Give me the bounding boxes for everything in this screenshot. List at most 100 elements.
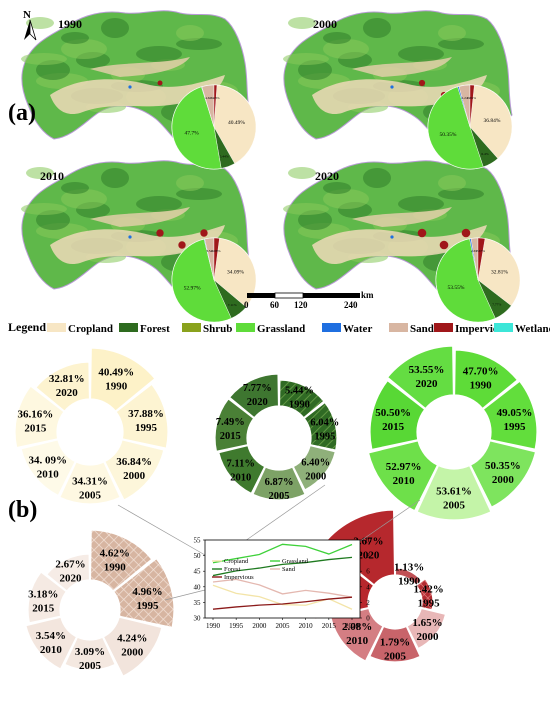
donut-year-label: 2000 (121, 647, 144, 659)
pie-label-sand: 2.67% (471, 249, 480, 253)
donut-value-label: 5.44% (285, 386, 314, 397)
y-left-tick-label: 55 (194, 537, 202, 545)
connector-line (117, 504, 206, 556)
donut-segment-1995 (303, 401, 338, 451)
donut-segment-2020 (35, 361, 91, 412)
y-right-tick-label: 10 (365, 537, 373, 545)
scale-bar: 0 60 120 240 km (244, 290, 374, 310)
donut-segment-2010 (218, 444, 266, 495)
legend-swatch-impervious (434, 323, 453, 332)
legend-text-impervious: Impervious (224, 574, 254, 581)
connector-line (164, 589, 206, 601)
donut-segment-2010 (330, 607, 384, 662)
donut-value-label: 36.16% (18, 409, 54, 421)
donut-year-label: 1990 (398, 576, 421, 588)
legend-text-sand: Sand (282, 566, 296, 573)
north-arrow-icon: N (23, 9, 37, 41)
pie-slice-grassland (435, 238, 496, 323)
pie-label-forest: 7.11% (228, 303, 237, 307)
legend: Legend Cropland Forest Shrub Grassland Water… (8, 320, 550, 335)
donut-year-label: 1995 (137, 600, 160, 612)
donut-year-label: 2020 (415, 378, 438, 390)
legend-swatch-shrub (182, 323, 201, 332)
pie-label-grassland: 47.7% (184, 130, 199, 136)
donut-segment-2000 (406, 607, 447, 650)
map-patch (438, 38, 484, 50)
y-right-tick-label: 4 (366, 583, 370, 591)
donut-segment-2005 (63, 636, 117, 671)
map-cropland-zone (50, 225, 225, 265)
map-urban-area (461, 228, 471, 238)
donut-segment-1990 (89, 529, 153, 592)
map-patch (298, 60, 332, 80)
map-year-2020: 2020 (315, 169, 339, 183)
donut-value-label: 7.49% (216, 417, 245, 428)
map-patch (438, 25, 466, 41)
donut-segment-2000 (102, 616, 163, 677)
map-patch (26, 17, 54, 29)
legend-swatch-forest (119, 323, 138, 332)
legend-label-water: Water (343, 323, 372, 335)
donut-year-label: 2020 (59, 572, 82, 584)
legend-label-cropland: Cropland (68, 323, 113, 335)
map-water-body (390, 85, 394, 89)
panel-a-label: (a) (8, 100, 36, 126)
donut-year-label: 1990 (289, 400, 310, 411)
legend-swatch-sand (389, 323, 408, 332)
pie-label-impervious: 2.67% (476, 249, 485, 253)
map-patch (136, 46, 182, 62)
donut-value-label: 53.55% (409, 364, 445, 376)
donut-value-label: 34. 09% (29, 455, 68, 467)
donut-value-label: 34.31% (72, 476, 108, 488)
map-urban-area (439, 240, 449, 250)
donut-year-label: 2000 (416, 631, 439, 643)
pie-label-sand: 4.62% (205, 96, 214, 100)
map-cropland-zone (352, 57, 452, 77)
donut-value-label: 32.81% (49, 373, 85, 385)
donut-value-label: 3.18% (28, 588, 58, 600)
donut-value-label: 2.67% (55, 558, 85, 570)
map-patch (323, 32, 351, 44)
legend-title: Legend (8, 320, 46, 334)
donut-year-label: 1995 (314, 432, 335, 443)
map-year-2010: 2010 (40, 169, 64, 183)
pie-label-grassland: 52.97% (184, 286, 201, 292)
map-urban-area (200, 229, 208, 237)
map-patch (61, 32, 89, 44)
map-cropland-zone (312, 75, 487, 115)
map-patch (61, 182, 89, 194)
donut-segment-2005 (416, 464, 492, 521)
map-patch (288, 17, 316, 29)
map-patch (176, 188, 222, 200)
donut-segment-2020 (386, 345, 455, 410)
donut-segment-2005 (368, 625, 422, 663)
series-line-grassland (212, 543, 353, 564)
donut-sand: 4.62% 1990 4.96% 1995 4.24% 2000 3.09% 2005 3.54… (25, 529, 175, 677)
donut-value-label: 1.42% (414, 583, 444, 595)
y-left-tick-label: 30 (194, 615, 202, 623)
donut-segment-2000 (103, 439, 165, 501)
map-patch (283, 203, 329, 215)
pie-2020: 32.81% 7.77% 53.55% 2.67%2.67% (435, 237, 521, 323)
donut-year-label: 2010 (40, 644, 63, 656)
donut-segment-1990 (394, 567, 423, 586)
donut-year-label: 2015 (24, 423, 47, 435)
legend-label-wetland: Wetland (515, 323, 550, 335)
donut-value-label: 47.70% (463, 366, 499, 378)
donut-segment-2020 (45, 553, 91, 592)
donut-segment-2005 (252, 466, 306, 501)
map-cropland-zone (352, 207, 452, 227)
donut-year-label: 1990 (104, 562, 127, 574)
map-patch (398, 46, 444, 62)
scale-tick-60: 60 (270, 300, 280, 310)
scale-tick-120: 120 (294, 300, 308, 310)
map-patch (398, 196, 444, 212)
scale-tick-0: 0 (244, 300, 249, 310)
legend-text-grassland: Grassland (282, 558, 309, 565)
pie-slice-grassland (171, 238, 232, 323)
map-patch (36, 210, 70, 230)
map-patch (176, 25, 204, 41)
line-chart: 1990 1995 2000 2005 2010 2015 2020303540455055… (194, 537, 373, 631)
